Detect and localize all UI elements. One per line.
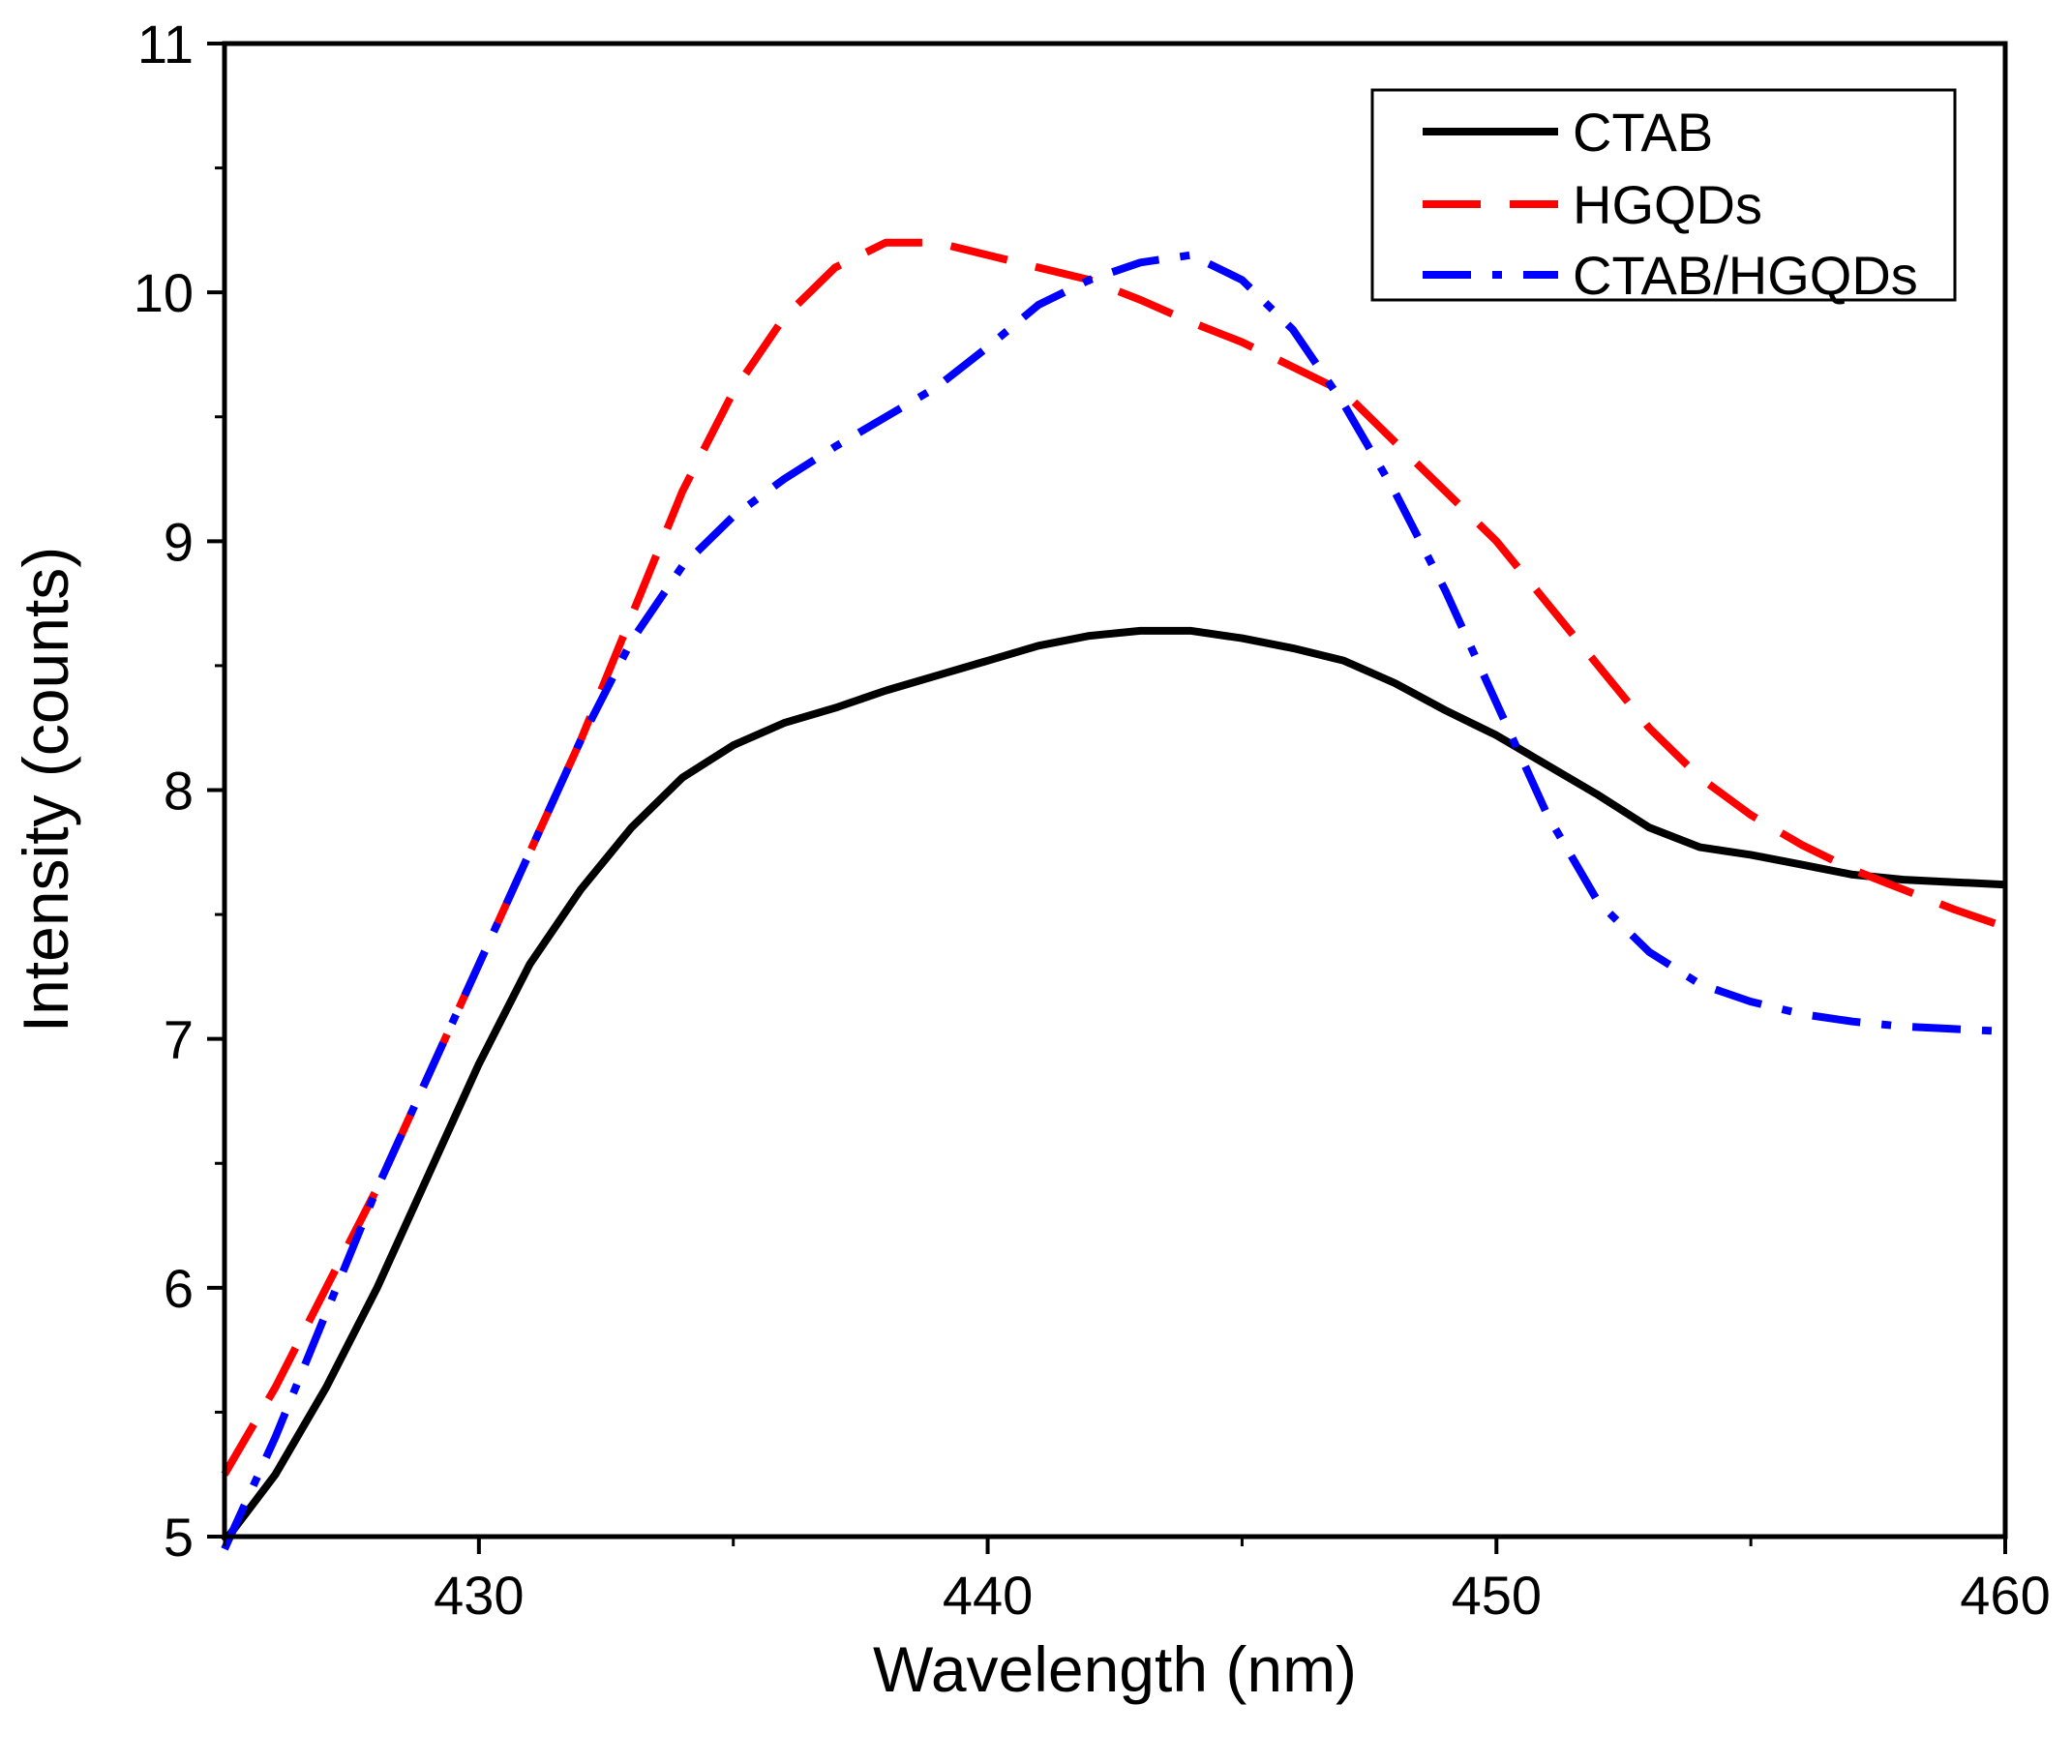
y-tick-label: 6 <box>164 1258 194 1319</box>
tick-labels-layer: 430 440 450 460 5 6 7 8 9 10 11 <box>134 14 2051 1626</box>
ticks-layer <box>207 42 2007 1554</box>
x-tick-label: 460 <box>1960 1565 2050 1626</box>
y-axis-title: Intensity (counts) <box>10 547 81 1033</box>
legend-label-ctab: CTAB <box>1573 102 1713 163</box>
series-line-hgqds <box>221 238 2007 1477</box>
x-tick-label: 440 <box>943 1565 1033 1626</box>
x-tick-label: 450 <box>1452 1565 1542 1626</box>
legend: CTAB HGQDs CTAB/HGQDs <box>1370 88 1957 306</box>
y-tick-label: 5 <box>164 1507 194 1568</box>
x-axis-title: Wavelength (nm) <box>873 1633 1357 1705</box>
y-tick-label: 9 <box>164 511 194 572</box>
series-layer <box>221 238 2007 1551</box>
series-line-ctab-hgqds <box>221 251 2006 1551</box>
y-tick-label: 8 <box>164 761 194 822</box>
series-line-ctab <box>221 626 2006 1544</box>
y-tick-label: 7 <box>164 1009 194 1070</box>
legend-label-ctab-hgqds: CTAB/HGQDs <box>1573 245 1918 306</box>
y-tick-label: 10 <box>134 262 194 323</box>
y-tick-label: 11 <box>137 14 194 75</box>
legend-box <box>1370 88 1957 302</box>
x-tick-label: 430 <box>434 1565 524 1626</box>
legend-label-hgqds: HGQDs <box>1573 174 1762 235</box>
